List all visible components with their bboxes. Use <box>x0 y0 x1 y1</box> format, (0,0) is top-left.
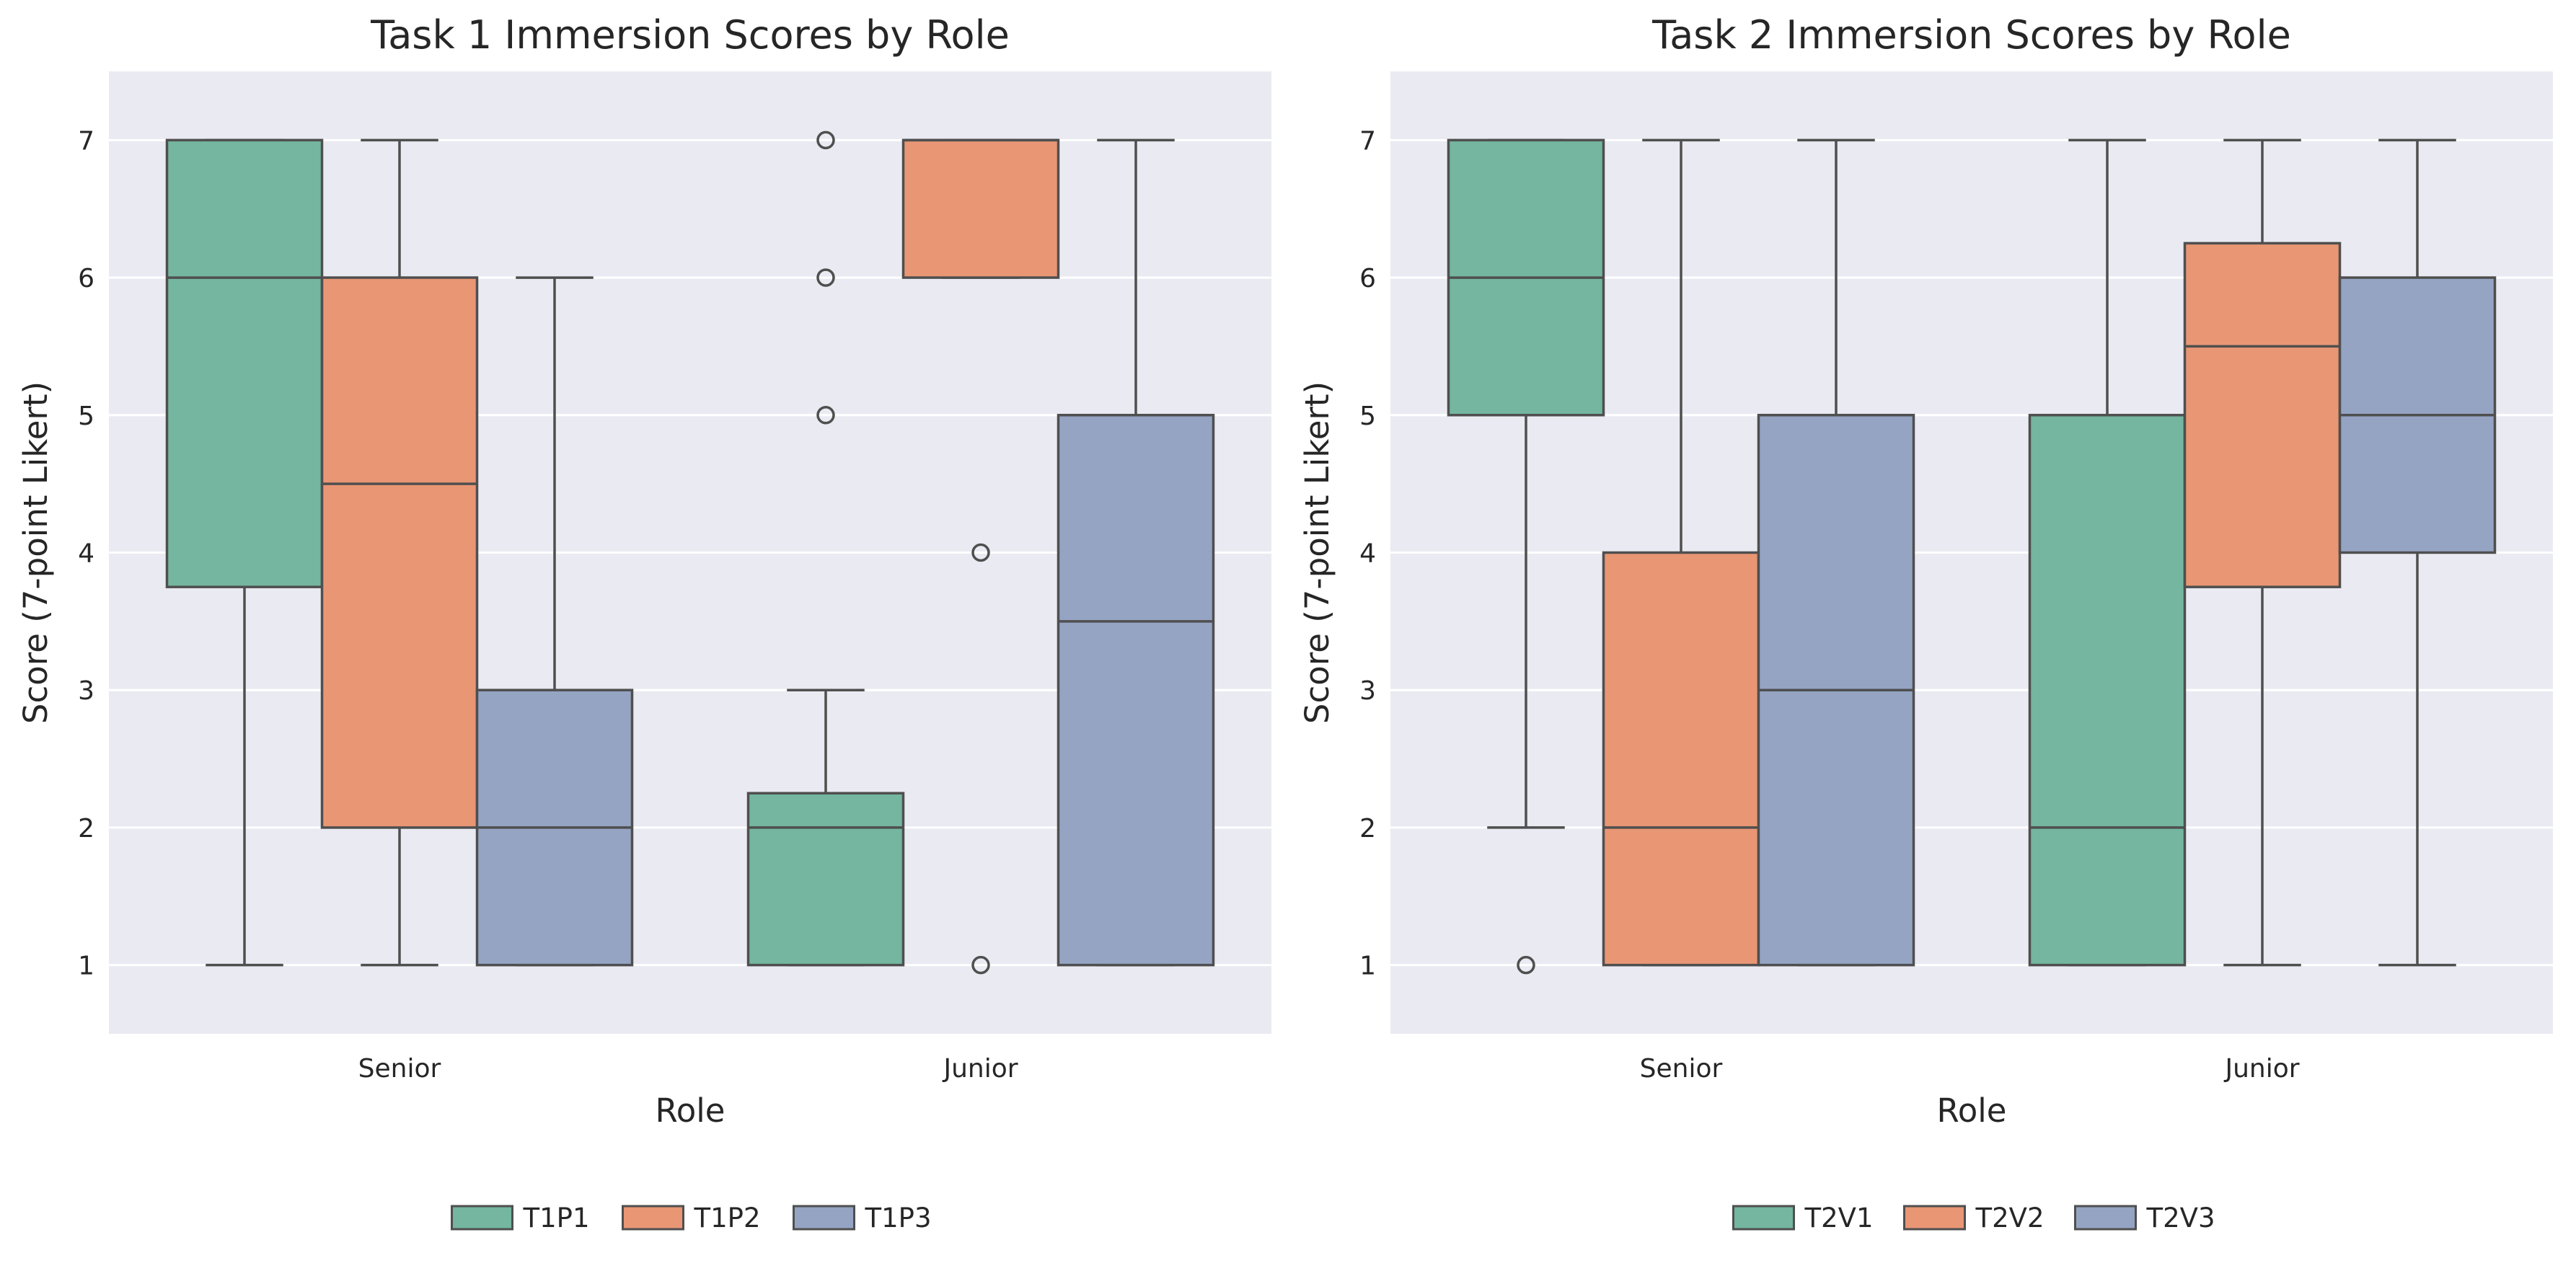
outlier-point <box>971 543 990 562</box>
box-t2v3-junior[interactable] <box>2338 138 2497 967</box>
y-tick-label: 1 <box>1359 952 1376 981</box>
y-tick-label: 7 <box>78 126 94 156</box>
iqr-box <box>1602 551 1760 967</box>
box-t2v1-senior[interactable] <box>1447 138 1605 975</box>
legend-label: T2V2 <box>1975 1203 2045 1234</box>
iqr-box <box>320 276 479 829</box>
y-axis-label: Score (7-point Likert) <box>17 381 55 724</box>
y-tick-label: 4 <box>78 539 94 569</box>
box-t1p1-junior[interactable] <box>746 130 905 967</box>
box-t1p1-senior[interactable] <box>165 138 324 967</box>
y-axis-label: Score (7-point Likert) <box>1298 381 1336 724</box>
y-tick-label: 6 <box>1359 264 1376 293</box>
iqr-box <box>901 138 1060 279</box>
legend-item-t1p3[interactable]: T1P3 <box>793 1203 932 1234</box>
legend-label: T2V1 <box>1804 1203 1874 1234</box>
x-tick-label: Junior <box>942 1054 1018 1084</box>
outlier-point <box>816 268 835 287</box>
legend: T1P1 T1P2 T1P3 <box>451 1203 932 1234</box>
legend-item-t2v3[interactable]: T2V3 <box>2074 1203 2215 1234</box>
box-t1p2-junior[interactable] <box>901 138 1060 975</box>
outlier-point <box>1517 955 1535 975</box>
y-tick-label: 4 <box>1359 539 1376 569</box>
y-tick-label: 5 <box>1359 402 1376 431</box>
x-tick-label: Senior <box>1640 1054 1723 1084</box>
x-axis-label: Role <box>656 1091 725 1130</box>
outlier-point <box>816 406 835 425</box>
legend-swatch <box>622 1205 684 1231</box>
legend-item-t1p2[interactable]: T1P2 <box>622 1203 761 1234</box>
legend-label: T1P1 <box>523 1203 590 1234</box>
chart-panel-2: 1 2 3 4 5 6 7 Senior Junior Task 2 Immersion Scor… <box>1298 12 2553 1234</box>
iqr-box <box>2028 414 2187 967</box>
legend-item-t2v1[interactable]: T2V1 <box>1732 1203 1874 1234</box>
legend-label: T1P3 <box>865 1203 932 1234</box>
outlier-point <box>816 130 835 150</box>
iqr-box <box>1057 414 1215 967</box>
legend-swatch <box>1732 1205 1795 1231</box>
y-tick-label: 7 <box>1359 126 1376 156</box>
legend-swatch <box>793 1205 855 1231</box>
legend-item-t1p1[interactable]: T1P1 <box>451 1203 590 1234</box>
box-t2v3-senior[interactable] <box>1757 138 1915 967</box>
legend: T2V1 T2V2 T2V3 <box>1732 1203 2215 1234</box>
box-t1p3-senior[interactable] <box>475 276 634 967</box>
y-tick-label: 1 <box>78 952 94 981</box>
box-t2v1-junior[interactable] <box>2028 138 2187 967</box>
iqr-box <box>2183 242 2342 588</box>
x-axis-label: Role <box>1937 1091 2007 1130</box>
legend-swatch <box>1903 1205 1966 1231</box>
x-tick-label: Junior <box>2223 1054 2299 1084</box>
x-tick-label: Senior <box>358 1054 441 1084</box>
iqr-box <box>165 138 324 588</box>
box-t2v2-senior[interactable] <box>1602 138 1760 967</box>
box-t1p3-junior[interactable] <box>1057 138 1215 967</box>
legend-swatch <box>451 1205 513 1231</box>
chart-title: Task 2 Immersion Scores by Role <box>1651 12 2291 58</box>
legend-label: T2V3 <box>2146 1203 2215 1234</box>
y-tick-label: 2 <box>78 814 94 843</box>
chart-panel-1: 1 2 3 4 5 6 7 Senior Junior Task 1 Immersion Scor… <box>17 12 1271 1234</box>
iqr-box <box>746 792 905 967</box>
y-tick-label: 5 <box>78 402 94 431</box>
chart-title: Task 1 Immersion Scores by Role <box>370 12 1010 58</box>
legend-swatch <box>2074 1205 2137 1231</box>
outlier-point <box>971 955 990 975</box>
y-tick-label: 2 <box>1359 814 1376 843</box>
box-t2v2-junior[interactable] <box>2183 138 2342 967</box>
legend-label: T1P2 <box>694 1203 761 1234</box>
y-tick-label: 3 <box>1359 676 1376 706</box>
box-t1p2-senior[interactable] <box>320 138 479 967</box>
y-tick-label: 3 <box>78 676 94 706</box>
y-tick-label: 6 <box>78 264 94 293</box>
legend-item-t2v2[interactable]: T2V2 <box>1903 1203 2045 1234</box>
